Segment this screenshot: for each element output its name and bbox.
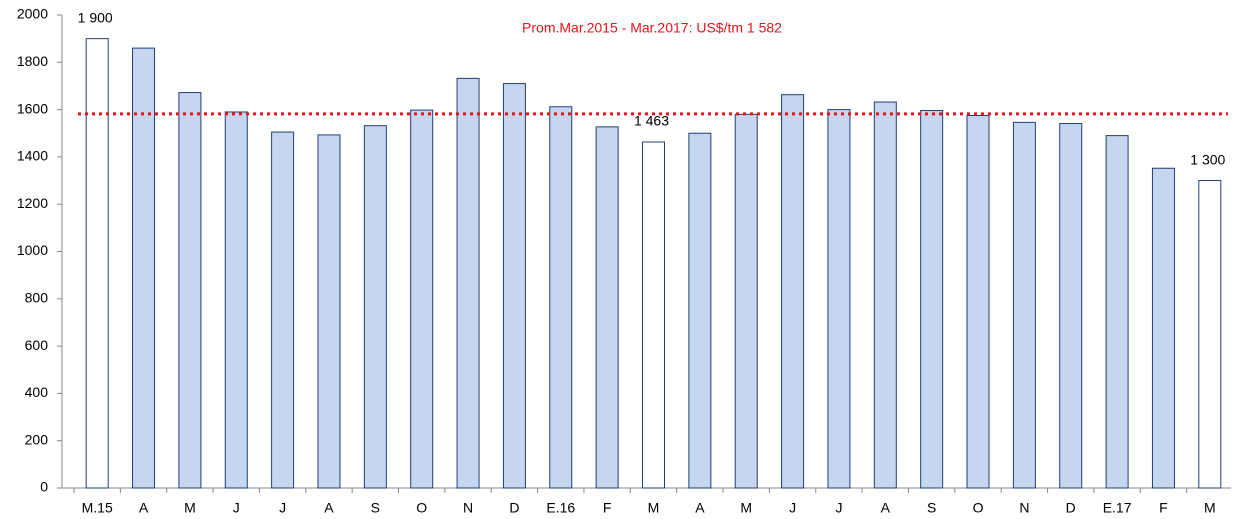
- value-label: 1 463: [634, 113, 669, 129]
- y-tick-label: 2000: [17, 6, 48, 22]
- x-tick-label: M.15: [82, 500, 113, 516]
- bar: [1151, 167, 1175, 489]
- bar: [549, 106, 573, 489]
- value-label: 1 900: [78, 9, 113, 25]
- bar: [781, 94, 805, 489]
- x-tick-label: M: [648, 500, 660, 516]
- bar: [271, 131, 295, 489]
- x-tick-label: O: [973, 500, 984, 516]
- bar: [410, 109, 434, 489]
- x-tick-label: M: [1204, 500, 1216, 516]
- bar: [920, 110, 944, 489]
- bar: [595, 126, 619, 489]
- x-tick-label: J: [279, 500, 286, 516]
- bar: [1198, 180, 1222, 489]
- x-tick-label: M: [740, 500, 752, 516]
- x-tick-label: A: [881, 500, 891, 516]
- y-tick-label: 600: [25, 337, 49, 353]
- x-tick-label: A: [139, 500, 149, 516]
- x-tick-label: D: [1066, 500, 1076, 516]
- x-tick-label: E.16: [546, 500, 575, 516]
- bar: [1059, 123, 1083, 489]
- x-tick-label: N: [1019, 500, 1029, 516]
- x-tick-label: F: [603, 500, 612, 516]
- bar: [827, 109, 851, 489]
- x-tick-label: J: [789, 500, 796, 516]
- bar: [966, 115, 990, 489]
- value-label: 1 300: [1190, 151, 1225, 167]
- bar: [224, 111, 248, 489]
- x-tick-label: S: [927, 500, 936, 516]
- x-tick-label: J: [233, 500, 240, 516]
- y-tick-label: 1400: [17, 148, 48, 164]
- x-tick-label: D: [509, 500, 519, 516]
- bar: [642, 141, 665, 489]
- y-tick-label: 0: [40, 479, 48, 495]
- x-tick-label: A: [324, 500, 334, 516]
- x-tick-label: N: [463, 500, 473, 516]
- bar: [363, 125, 387, 489]
- y-tick-label: 800: [25, 290, 49, 306]
- bar: [1105, 135, 1129, 489]
- bar: [734, 113, 758, 489]
- x-tick-label: O: [416, 500, 427, 516]
- reference-label: Prom.Mar.2015 - Mar.2017: US$/tm 1 582: [522, 20, 782, 36]
- bar: [1012, 121, 1036, 489]
- bar: [317, 134, 341, 489]
- y-tick-label: 1800: [17, 53, 48, 69]
- x-tick-label: F: [1159, 500, 1168, 516]
- bar: [178, 92, 202, 489]
- y-tick-label: 1000: [17, 242, 48, 258]
- x-tick-label: J: [835, 500, 842, 516]
- bar: [502, 83, 526, 489]
- y-tick-label: 400: [25, 384, 49, 400]
- bar: [85, 38, 109, 489]
- x-tick-label: S: [371, 500, 380, 516]
- y-tick-label: 200: [25, 431, 49, 447]
- bar: [688, 132, 712, 489]
- x-tick-label: M: [184, 500, 196, 516]
- bar: [456, 77, 480, 489]
- x-tick-label: A: [695, 500, 705, 516]
- y-tick-label: 1200: [17, 195, 48, 211]
- x-tick-label: E.17: [1103, 500, 1132, 516]
- y-tick-label: 1600: [17, 100, 48, 116]
- bar: [873, 101, 897, 489]
- bar: [132, 47, 156, 489]
